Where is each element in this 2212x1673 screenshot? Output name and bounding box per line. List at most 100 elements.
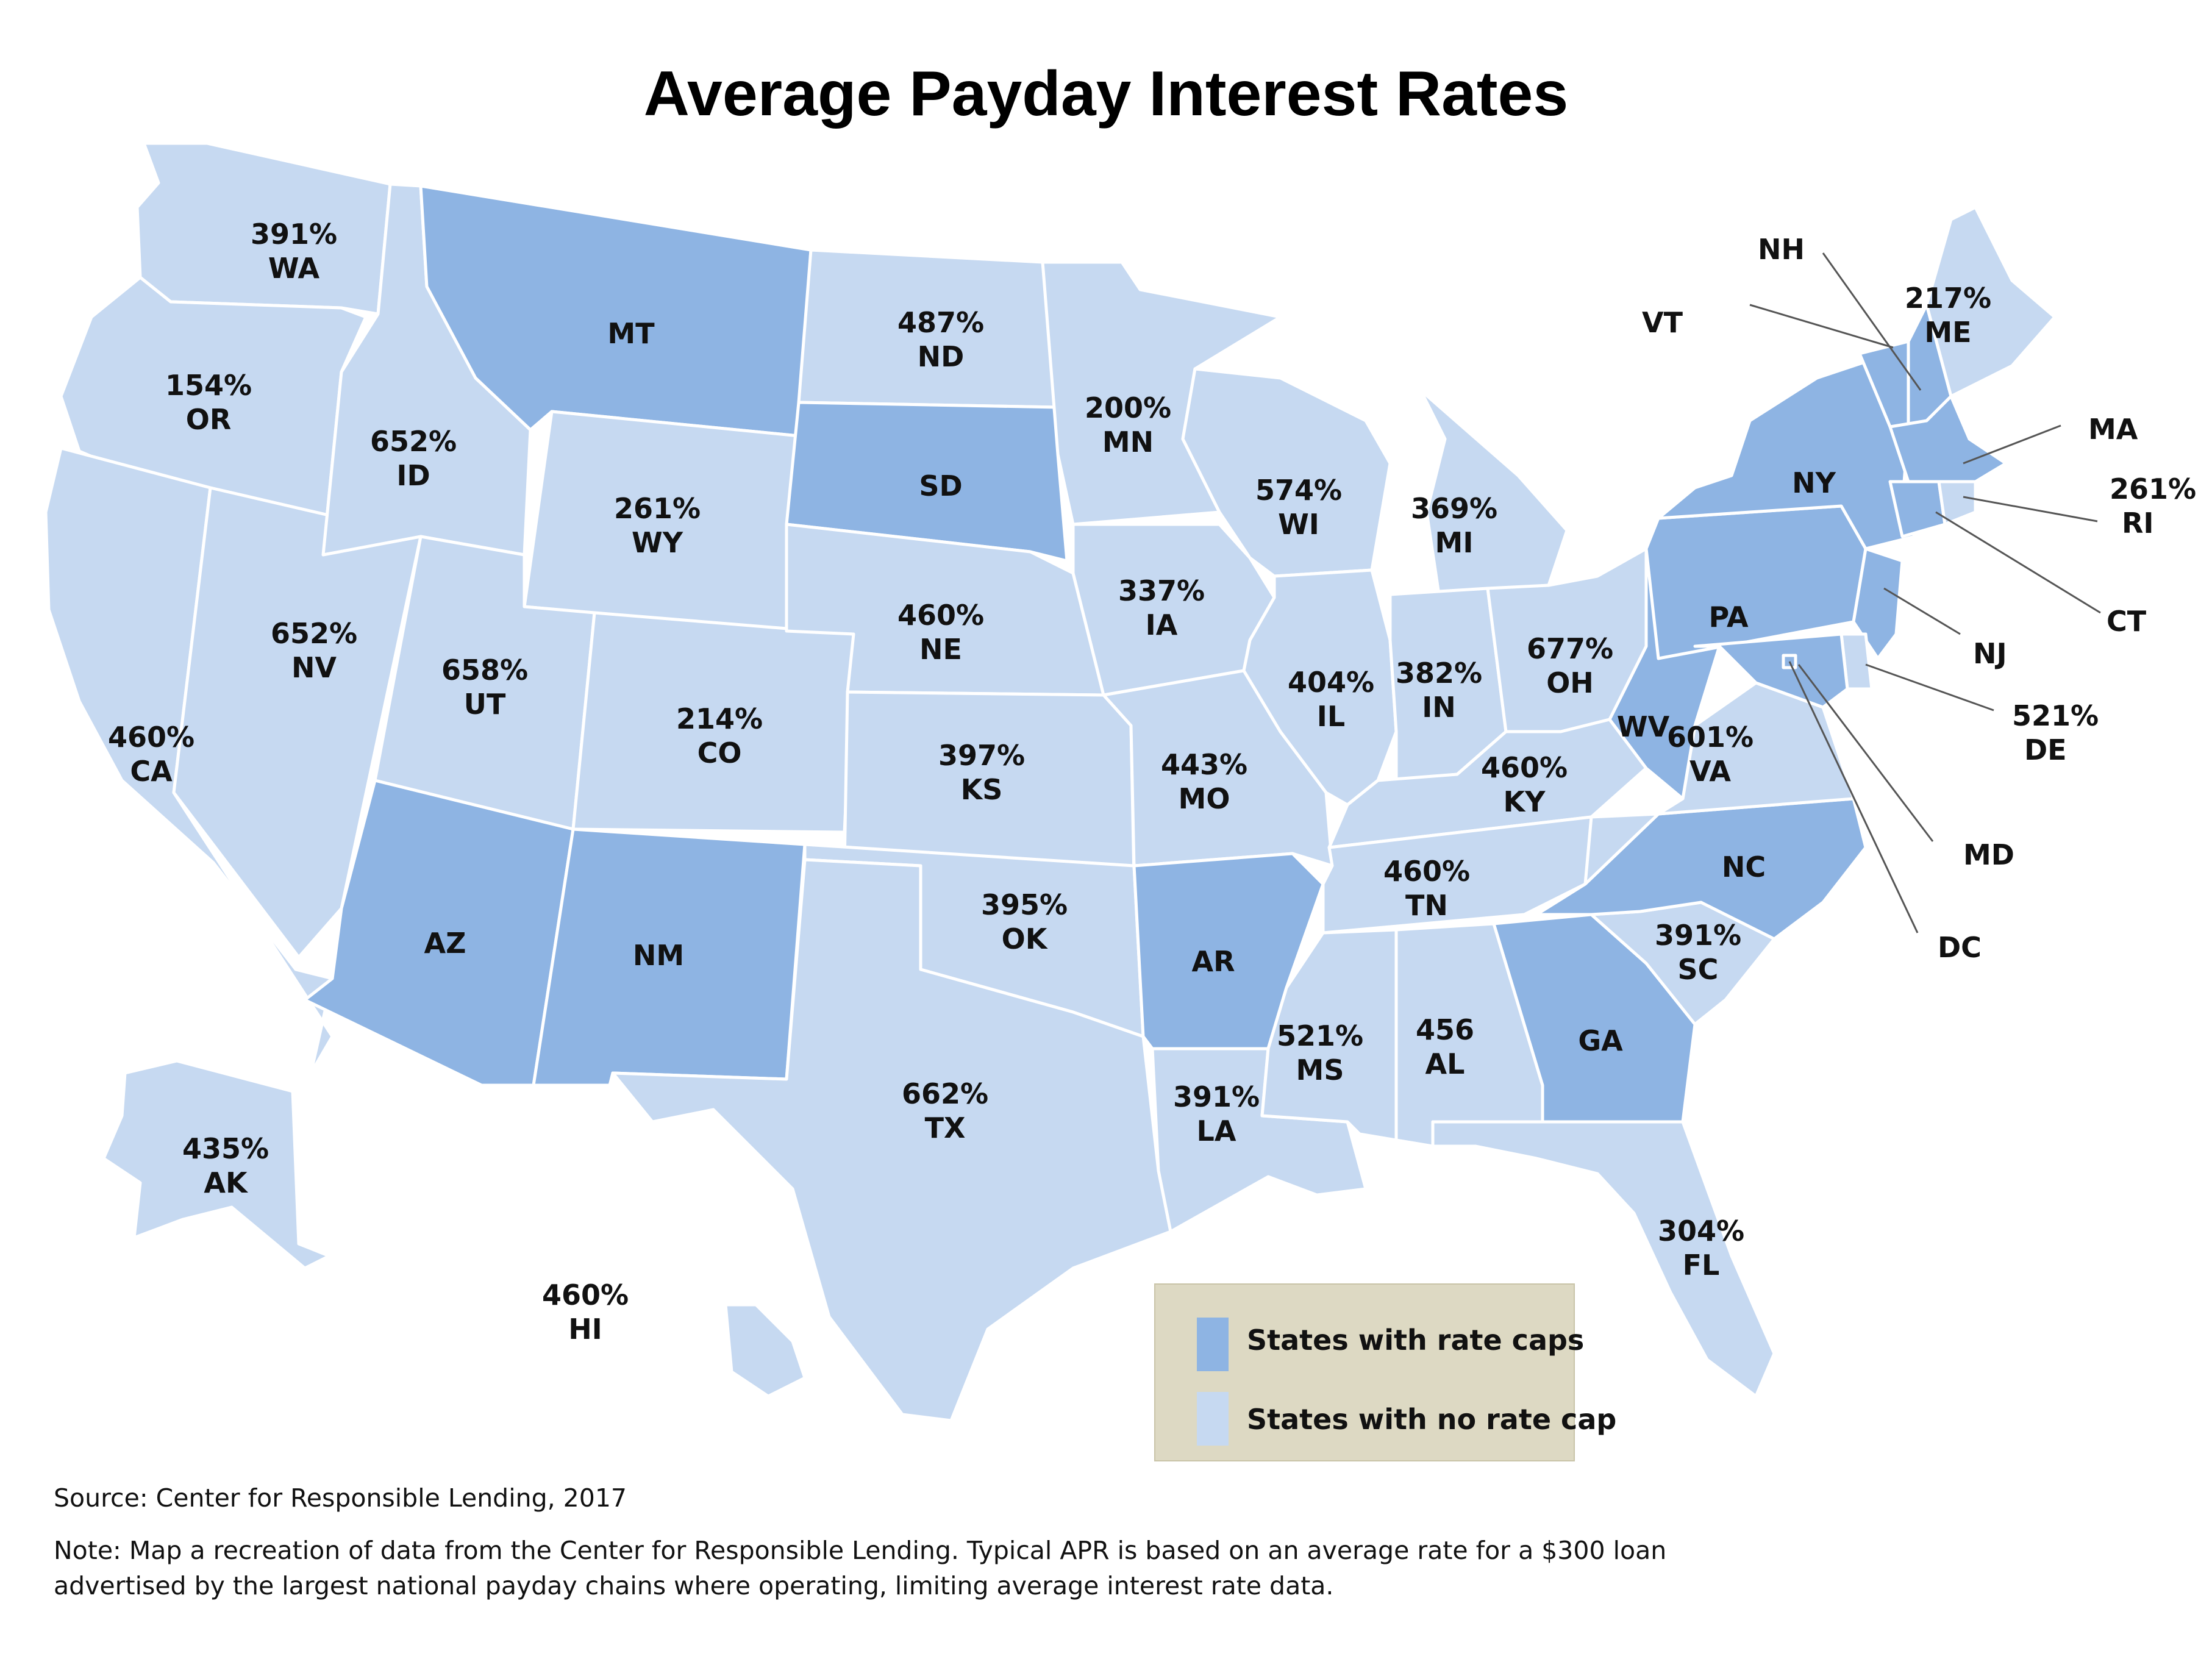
state-rate-wy: 261% bbox=[614, 492, 701, 525]
state-rate-ne: 460% bbox=[897, 599, 984, 632]
state-abbr-tx: TX bbox=[925, 1111, 966, 1144]
state-abbr-nd: ND bbox=[918, 340, 965, 373]
state-rate-la: 391% bbox=[1173, 1080, 1260, 1113]
map-legend: States with rate caps States with no rat… bbox=[1154, 1283, 1616, 1461]
note-line-2: advertised by the largest national payda… bbox=[54, 1571, 1334, 1600]
callout-abbr-ma: MA bbox=[2088, 413, 2138, 446]
state-abbr-nv: NV bbox=[291, 651, 337, 684]
state-rate-fl: 304% bbox=[1658, 1215, 1744, 1247]
state-abbr-wv: WV bbox=[1617, 710, 1670, 743]
state-rate-mo: 443% bbox=[1161, 748, 1247, 781]
state-abbr-ny: NY bbox=[1792, 466, 1836, 499]
state-abbr-or: OR bbox=[186, 403, 232, 436]
state-abbr-me: ME bbox=[1924, 316, 1971, 349]
state-abbr-va: VA bbox=[1689, 755, 1731, 788]
state-rate-ca: 460% bbox=[108, 721, 194, 754]
legend-swatch-rate-caps bbox=[1197, 1318, 1229, 1371]
state-abbr-wy: WY bbox=[632, 526, 683, 559]
leader-line-vt bbox=[1749, 304, 1894, 349]
state-abbr-mn: MN bbox=[1102, 426, 1154, 458]
state-abbr-al: AL bbox=[1425, 1047, 1465, 1080]
note-line-1: Note: Map a recreation of data from the … bbox=[54, 1536, 1667, 1565]
state-rate-il: 404% bbox=[1288, 666, 1374, 699]
leader-line-md bbox=[1797, 664, 1934, 842]
state-rate-in: 382% bbox=[1396, 657, 1482, 690]
state-il bbox=[1242, 568, 1398, 807]
state-abbr-ut: UT bbox=[464, 688, 506, 721]
state-rate-tn: 460% bbox=[1383, 855, 1470, 888]
state-rate-ms: 521% bbox=[1277, 1019, 1363, 1052]
state-md bbox=[1693, 632, 1849, 709]
state-abbr-nc: NC bbox=[1722, 851, 1766, 883]
state-abbr-az: AZ bbox=[424, 927, 466, 960]
state-abbr-mi: MI bbox=[1435, 526, 1474, 559]
state-abbr-ca: CA bbox=[130, 755, 173, 788]
state-rate-oh: 677% bbox=[1527, 632, 1613, 665]
state-rate-ok: 395% bbox=[981, 888, 1068, 921]
callout-abbr-ri: RI bbox=[2122, 507, 2154, 540]
state-abbr-sc: SC bbox=[1678, 953, 1719, 986]
leader-line-de bbox=[1865, 663, 1994, 712]
state-rate-id: 652% bbox=[370, 425, 457, 458]
state-abbr-ar: AR bbox=[1191, 945, 1235, 978]
callout-abbr-de: DE bbox=[2024, 733, 2067, 766]
state-rate-va: 601% bbox=[1667, 721, 1754, 754]
state-abbr-ky: KY bbox=[1504, 785, 1546, 818]
leader-line-ct bbox=[1935, 511, 2101, 614]
state-abbr-sd: SD bbox=[919, 469, 962, 502]
state-abbr-ms: MS bbox=[1296, 1054, 1344, 1086]
state-abbr-mt: MT bbox=[607, 317, 655, 350]
callout-abbr-nh: NH bbox=[1758, 233, 1805, 266]
state-rate-nd: 487% bbox=[897, 306, 984, 339]
state-rate-al: 456 bbox=[1416, 1013, 1474, 1046]
legend-label-no-rate-cap: States with no rate cap bbox=[1247, 1403, 1617, 1436]
state-rate-mi: 369% bbox=[1411, 492, 1497, 525]
callout-abbr-ct: CT bbox=[2107, 605, 2147, 638]
callout-abbr-vt: VT bbox=[1642, 306, 1683, 339]
callout-abbr-nj: NJ bbox=[1973, 637, 2007, 670]
state-ak bbox=[102, 1059, 331, 1270]
state-abbr-ne: NE bbox=[919, 633, 962, 666]
leader-line-dc bbox=[1788, 661, 1919, 933]
leader-line-ma bbox=[1963, 424, 2061, 465]
state-abbr-ok: OK bbox=[1002, 922, 1049, 955]
state-rate-co: 214% bbox=[676, 702, 763, 735]
state-rate-ak: 435% bbox=[182, 1132, 269, 1165]
state-rate-ut: 658% bbox=[441, 654, 528, 687]
state-rate-tx: 662% bbox=[902, 1077, 988, 1110]
state-rate-nv: 652% bbox=[271, 617, 357, 650]
state-ri bbox=[1937, 480, 1977, 526]
state-rate-mn: 200% bbox=[1085, 391, 1171, 424]
callout-abbr-md: MD bbox=[1963, 838, 2014, 871]
state-abbr-ga: GA bbox=[1578, 1024, 1623, 1057]
state-rate-ks: 397% bbox=[938, 739, 1025, 772]
state-abbr-id: ID bbox=[396, 459, 430, 492]
state-abbr-hi: HI bbox=[568, 1313, 602, 1346]
state-hi bbox=[724, 1303, 807, 1398]
state-abbr-pa: PA bbox=[1708, 601, 1748, 633]
state-rate-sc: 391% bbox=[1655, 919, 1741, 952]
state-abbr-oh: OH bbox=[1546, 666, 1594, 699]
state-rate-wa: 391% bbox=[251, 218, 337, 251]
state-me bbox=[1925, 205, 2057, 398]
state-abbr-nm: NM bbox=[633, 939, 684, 972]
state-rate-me: 217% bbox=[1905, 282, 1991, 315]
callout-rate-ri: 261% bbox=[2110, 473, 2196, 505]
state-abbr-ia: IA bbox=[1146, 608, 1178, 641]
state-rate-ky: 460% bbox=[1481, 751, 1568, 784]
page-title: Average Payday Interest Rates bbox=[643, 59, 1569, 129]
state-fl bbox=[1431, 1120, 1776, 1398]
leader-line-nh bbox=[1822, 252, 1922, 391]
state-abbr-mo: MO bbox=[1179, 782, 1230, 815]
leader-line-ri bbox=[1963, 496, 2098, 523]
state-abbr-tn: TN bbox=[1405, 889, 1448, 922]
legend-swatch-no-rate-cap bbox=[1197, 1392, 1229, 1446]
state-abbr-ak: AK bbox=[204, 1166, 249, 1199]
callout-abbr-dc: DC bbox=[1938, 931, 1982, 964]
state-rate-ia: 337% bbox=[1118, 574, 1205, 607]
state-rate-hi: 460% bbox=[542, 1279, 629, 1311]
state-abbr-ks: KS bbox=[961, 773, 1003, 806]
state-abbr-la: LA bbox=[1197, 1115, 1236, 1147]
state-abbr-fl: FL bbox=[1683, 1249, 1720, 1282]
